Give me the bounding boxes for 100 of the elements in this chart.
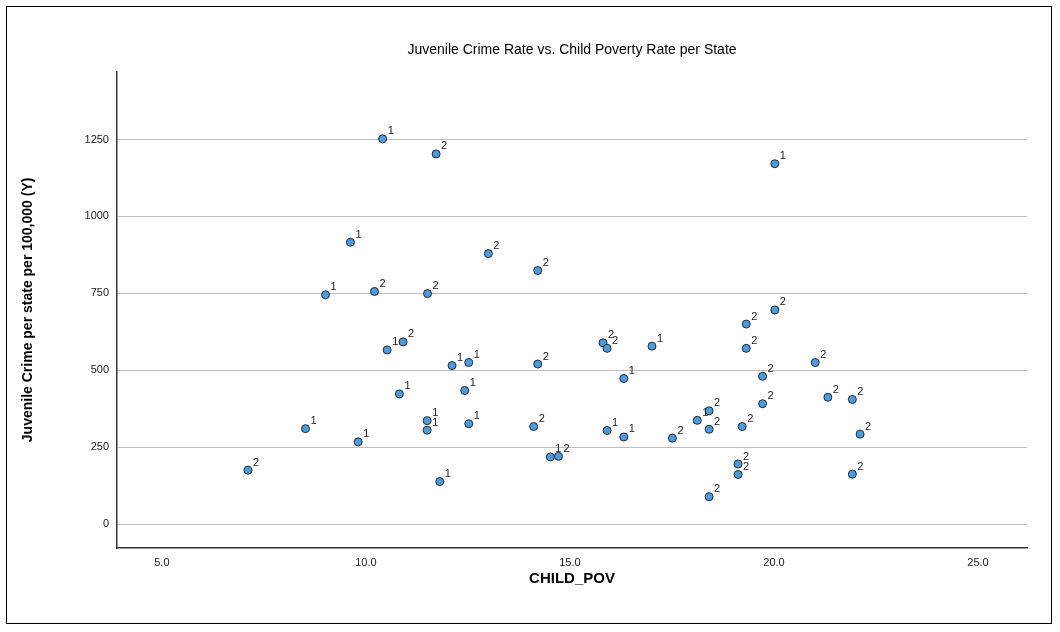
text: 2 — [538, 412, 545, 425]
text: 1 — [702, 405, 709, 418]
point — [422, 425, 432, 435]
x-tick-label: 25.0 — [967, 555, 989, 568]
point — [394, 389, 404, 399]
point — [737, 421, 747, 431]
text: 2 — [865, 419, 872, 432]
point — [243, 465, 253, 475]
text: 1 — [555, 442, 562, 455]
text: 2 — [493, 239, 500, 252]
point — [378, 134, 388, 144]
text: 2 — [379, 276, 386, 289]
text: 2 — [743, 449, 750, 462]
text: 1 — [612, 416, 619, 429]
y-tick-label: 750 — [90, 286, 109, 299]
point — [847, 469, 857, 479]
text: 2 — [714, 414, 721, 427]
point — [422, 416, 432, 426]
point — [847, 394, 857, 404]
point — [602, 425, 612, 435]
text: 2 — [714, 396, 721, 409]
point — [345, 237, 355, 247]
text: 2 — [252, 455, 260, 468]
text: 1 — [473, 409, 480, 422]
point — [810, 358, 820, 367]
point — [435, 477, 445, 487]
text: 2 — [608, 328, 615, 341]
point — [483, 249, 493, 259]
point — [423, 289, 433, 299]
text: 2 — [441, 139, 448, 152]
point — [301, 424, 311, 434]
text: 1 — [473, 348, 480, 361]
text: 2 — [857, 459, 864, 472]
text: 2 — [751, 333, 758, 346]
point — [758, 399, 768, 409]
text: 2 — [677, 423, 684, 436]
point — [533, 266, 543, 276]
text: 2 — [767, 389, 774, 402]
point — [464, 419, 474, 429]
text: 2 — [542, 349, 549, 362]
point — [447, 361, 457, 371]
text: 1 — [628, 422, 635, 435]
text: 2 — [714, 482, 721, 495]
text: 1 — [628, 364, 635, 377]
text: 1 — [387, 124, 394, 137]
text: 2 — [612, 333, 619, 346]
text: 2 — [432, 279, 439, 292]
point — [382, 345, 392, 355]
text: 1 — [457, 351, 464, 364]
point — [770, 159, 780, 169]
text: 2 — [857, 384, 864, 397]
x-tick-label: 15.0 — [559, 555, 581, 568]
text: 1 — [469, 376, 476, 389]
point — [704, 492, 714, 502]
y-tick-label: 250 — [90, 440, 109, 453]
text: 2 — [408, 327, 415, 340]
point — [770, 305, 780, 315]
point — [667, 433, 677, 443]
y-tick-label: 1000 — [84, 209, 109, 222]
point — [602, 343, 612, 353]
x-tick-label: 10.0 — [355, 555, 377, 568]
point — [431, 149, 441, 159]
series-label: 2 — [743, 460, 750, 473]
point — [741, 319, 751, 329]
text: 2 — [820, 348, 827, 361]
point — [460, 386, 470, 395]
text: 2 — [779, 295, 786, 308]
text: 1 — [444, 467, 451, 480]
y-tick-label: 0 — [102, 517, 109, 530]
point — [855, 429, 865, 439]
text: 1 — [779, 149, 786, 162]
text: 2 — [751, 309, 758, 322]
point — [529, 421, 539, 431]
point — [619, 432, 629, 442]
point — [733, 459, 743, 469]
text: 2 — [542, 256, 549, 269]
point — [704, 424, 714, 434]
point — [321, 290, 331, 300]
text: 1 — [355, 227, 362, 240]
point — [545, 452, 555, 462]
y-tick-label: 500 — [90, 363, 109, 376]
x-tick-label: 5.0 — [154, 555, 170, 568]
point — [533, 359, 543, 369]
point — [554, 451, 564, 461]
text: 1 — [330, 280, 337, 293]
text: 1 — [310, 414, 317, 427]
text: 2 — [563, 441, 570, 454]
point — [619, 374, 629, 383]
text: 2 — [767, 361, 774, 374]
point — [823, 392, 833, 402]
point — [758, 371, 768, 381]
y-axis-title: Juvenile Crime per state per 100,000 (Y) — [19, 177, 36, 443]
point — [741, 343, 751, 353]
x-axis-title: CHILD_POV — [529, 569, 615, 587]
x-tick-label: 20.0 — [763, 555, 785, 568]
chart-title: Juvenile Crime Rate vs. Child Poverty Rate per State — [407, 41, 737, 58]
text: 1 — [404, 379, 411, 392]
text: 1 — [656, 331, 664, 344]
point — [647, 341, 657, 351]
point — [353, 437, 363, 447]
